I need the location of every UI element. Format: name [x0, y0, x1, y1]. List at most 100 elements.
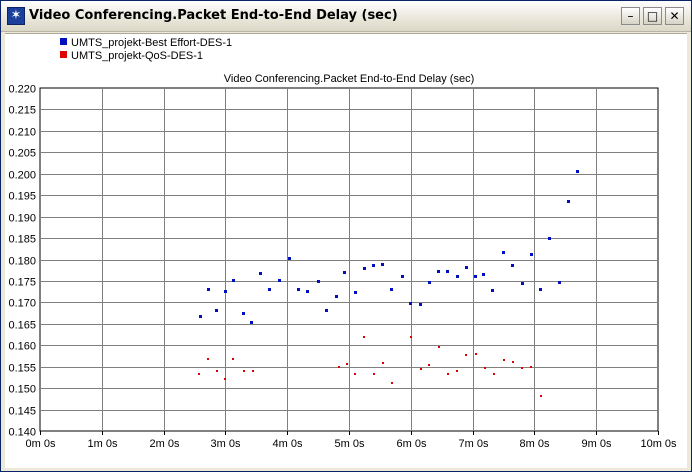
y-tick-label: 0.155 — [8, 363, 36, 375]
data-points — [198, 170, 579, 397]
point-qos — [484, 367, 486, 369]
point-best-effort — [215, 309, 218, 312]
point-best-effort — [268, 288, 271, 291]
maximize-icon: □ — [646, 9, 659, 23]
point-best-effort — [259, 272, 262, 275]
y-tick-label: 0.145 — [8, 406, 36, 418]
x-tick-label: 2m 0s — [150, 438, 180, 450]
y-tick-label: 0.175 — [8, 277, 36, 289]
x-tick-label: 6m 0s — [397, 438, 427, 450]
legend-entry: UMTS_projekt-Best Effort-DES-1 — [71, 37, 232, 49]
point-best-effort — [474, 275, 477, 278]
point-best-effort — [409, 302, 412, 305]
point-best-effort — [297, 288, 300, 291]
point-best-effort — [207, 288, 210, 291]
y-tick-label: 0.210 — [8, 127, 36, 139]
point-best-effort — [567, 200, 570, 203]
y-tick-label: 0.150 — [8, 384, 36, 396]
point-best-effort — [521, 282, 524, 285]
point-qos — [530, 366, 532, 368]
x-tick-label: 10m 0s — [640, 438, 677, 450]
point-best-effort — [446, 270, 449, 273]
window-title: Video Conferencing.Packet End-to-End Del… — [29, 8, 398, 23]
point-best-effort — [288, 257, 291, 260]
x-axis: 0m 0s 1m 0s 2m 0s 3m 0s 4m 0s 5m 0s 6m 0s 7m 0s… — [26, 431, 677, 450]
point-qos — [252, 370, 254, 372]
point-qos — [198, 373, 200, 375]
x-tick-label: 0m 0s — [26, 438, 56, 450]
point-best-effort — [335, 295, 338, 298]
point-best-effort — [539, 288, 542, 291]
point-best-effort — [530, 253, 533, 256]
point-best-effort — [482, 273, 485, 276]
point-best-effort — [558, 281, 561, 284]
minimize-icon: – — [627, 9, 634, 23]
point-qos — [540, 395, 542, 397]
minimize-button[interactable]: – — [621, 7, 640, 25]
scatter-chart: UMTS_projekt-Best Effort-DES-1UMTS_proje… — [8, 37, 677, 450]
point-best-effort — [363, 267, 366, 270]
point-qos — [420, 368, 422, 370]
y-tick-label: 0.215 — [8, 105, 36, 117]
point-qos — [521, 367, 523, 369]
y-tick-label: 0.165 — [8, 320, 36, 332]
point-best-effort — [278, 279, 281, 282]
y-tick-label: 0.180 — [8, 256, 36, 268]
x-tick-label: 1m 0s — [88, 438, 118, 450]
grid-lines — [40, 88, 658, 431]
point-qos — [363, 336, 365, 338]
point-qos — [338, 366, 340, 368]
point-qos — [410, 336, 412, 338]
point-qos — [456, 370, 458, 372]
point-qos — [428, 364, 430, 366]
point-best-effort — [419, 303, 422, 306]
title-bar[interactable]: ✶ Video Conferencing.Packet End-to-End D… — [1, 1, 691, 32]
point-best-effort — [343, 271, 346, 274]
y-tick-label: 0.160 — [8, 341, 36, 353]
point-qos — [493, 373, 495, 375]
y-tick-label: 0.190 — [8, 213, 36, 225]
point-best-effort — [465, 266, 468, 269]
point-qos — [512, 361, 514, 363]
point-best-effort — [232, 279, 235, 282]
app-icon[interactable]: ✶ — [7, 7, 25, 25]
y-tick-label: 0.220 — [8, 84, 36, 96]
maximize-button[interactable]: □ — [643, 7, 662, 25]
point-qos — [243, 370, 245, 372]
point-best-effort — [576, 170, 579, 173]
close-button[interactable]: ✕ — [665, 7, 684, 25]
x-tick-label: 8m 0s — [520, 438, 550, 450]
point-qos — [224, 378, 226, 380]
point-best-effort — [401, 275, 404, 278]
point-best-effort — [437, 270, 440, 273]
point-best-effort — [306, 290, 309, 293]
point-qos — [382, 362, 384, 364]
point-qos — [391, 382, 393, 384]
legend: UMTS_projekt-Best Effort-DES-1UMTS_proje… — [60, 37, 232, 62]
point-best-effort — [381, 263, 384, 266]
x-tick-label: 5m 0s — [335, 438, 365, 450]
point-best-effort — [428, 281, 431, 284]
x-tick-label: 4m 0s — [273, 438, 303, 450]
legend-swatch — [60, 38, 67, 45]
point-qos — [373, 373, 375, 375]
point-qos — [503, 359, 505, 361]
point-best-effort — [325, 309, 328, 312]
point-qos — [232, 358, 234, 360]
point-best-effort — [548, 237, 551, 240]
x-tick-label: 9m 0s — [582, 438, 612, 450]
y-tick-label: 0.195 — [8, 191, 36, 203]
chart-title: Video Conferencing.Packet End-to-End Del… — [224, 73, 475, 85]
point-qos — [216, 370, 218, 372]
point-best-effort — [242, 312, 245, 315]
close-icon: ✕ — [669, 9, 680, 23]
point-best-effort — [502, 251, 505, 254]
point-qos — [447, 373, 449, 375]
y-axis: 0.140 0.145 0.150 0.155 0.160 0.165 0.170 0.175… — [8, 84, 36, 439]
y-tick-label: 0.205 — [8, 148, 36, 160]
point-best-effort — [511, 264, 514, 267]
point-qos — [354, 373, 356, 375]
point-best-effort — [491, 289, 494, 292]
point-best-effort — [317, 280, 320, 283]
